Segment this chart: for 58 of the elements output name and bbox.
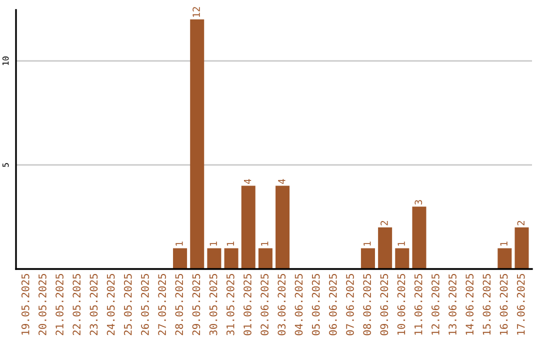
data-label: 4 — [244, 179, 252, 184]
x-tick-label: 02.06.2025 — [260, 274, 269, 336]
bar — [498, 248, 512, 269]
bar — [378, 227, 392, 269]
x-tick-label: 11.06.2025 — [414, 274, 422, 335]
data-label: 1 — [261, 242, 268, 246]
x-tick-label: 13.06.2025 — [448, 274, 456, 335]
x-tick-label: 05.06.2025 — [312, 274, 320, 336]
x-tick-label: 16.06.2025 — [500, 274, 508, 335]
data-label: 3 — [414, 200, 422, 205]
data-label: 1 — [398, 242, 405, 246]
x-tick-label: 17.06.2025 — [516, 274, 525, 335]
bar — [190, 19, 204, 269]
x-tick-label: 25.05.2025 — [124, 274, 132, 336]
bar — [258, 248, 272, 269]
x-tick-label: 30.05.2025 — [209, 274, 218, 336]
x-tick-label: 26.05.2025 — [141, 274, 149, 336]
x-tick-label: 31.05.2025 — [226, 274, 234, 336]
x-tick-label: 23.05.2025 — [90, 274, 98, 336]
data-label: 4 — [278, 179, 286, 184]
x-tick-label: 14.06.2025 — [466, 274, 474, 335]
x-tick-label: 29.05.2025 — [192, 274, 200, 336]
bar — [241, 186, 256, 269]
data-label: 1 — [176, 242, 183, 246]
x-tick-label: 27.05.2025 — [158, 274, 166, 336]
x-tick-label: 21.05.2025 — [56, 274, 64, 336]
x-tick-label: 24.05.2025 — [106, 274, 115, 336]
x-tick-label: 06.06.2025 — [328, 274, 337, 336]
x-tick-label: 07.06.2025 — [346, 274, 354, 336]
bar — [173, 248, 188, 269]
x-tick-label: 04.06.2025 — [294, 274, 303, 336]
data-label: 1 — [226, 242, 234, 246]
x-tick-label: 08.06.2025 — [363, 274, 372, 336]
x-tick-label: 01.06.2025 — [244, 274, 252, 336]
x-tick-label: 22.05.2025 — [72, 274, 81, 336]
data-label: 1 — [210, 242, 217, 246]
bar — [395, 248, 410, 269]
bar — [207, 248, 222, 269]
x-tick-label: 19.05.2025 — [21, 274, 30, 335]
x-tick-label: 28.05.2025 — [175, 274, 184, 336]
y-tick-label: 5 — [2, 163, 9, 167]
x-tick-label: 12.06.2025 — [431, 274, 440, 335]
x-tick-label: 20.05.2025 — [38, 274, 46, 336]
bar — [514, 227, 529, 269]
data-label: 1 — [364, 242, 371, 246]
bar — [276, 186, 290, 269]
x-tick-label: 10.06.2025 — [397, 274, 406, 335]
x-tick-label: 09.06.2025 — [380, 274, 388, 336]
data-label: 1 — [500, 242, 508, 246]
x-tick-label: 03.06.2025 — [278, 274, 286, 336]
bar — [412, 206, 426, 269]
y-tick-label: 10 — [2, 56, 9, 65]
data-label: 2 — [517, 220, 524, 226]
bar — [224, 248, 238, 269]
data-label: 2 — [380, 220, 388, 226]
bar — [360, 248, 375, 269]
x-tick-label: 15.06.2025 — [482, 274, 491, 335]
data-label: 12 — [192, 7, 200, 17]
